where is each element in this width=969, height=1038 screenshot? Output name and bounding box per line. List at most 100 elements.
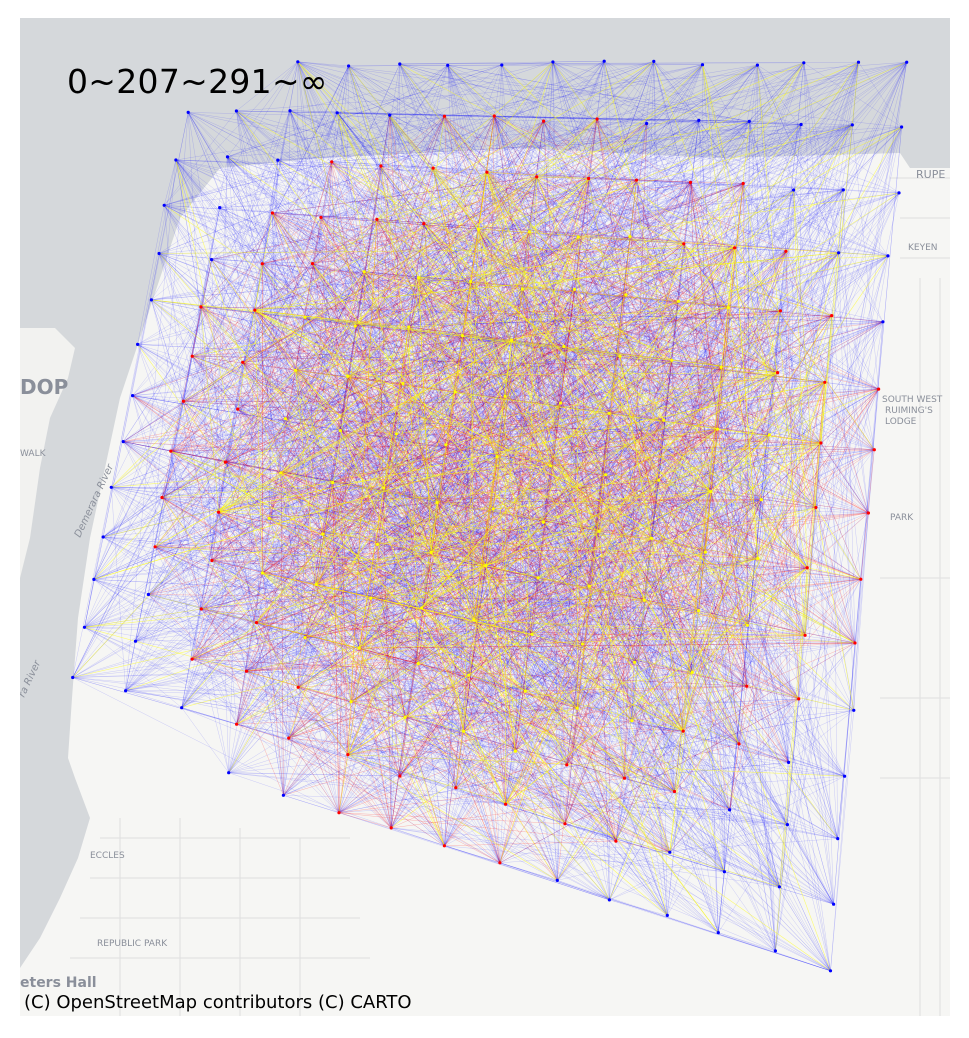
od-node [756,556,760,561]
flow-line [478,228,748,626]
flow-line [155,533,323,548]
flow-line [219,207,365,272]
flow-line [552,61,691,183]
flow-line [536,64,758,178]
flow-line [254,309,404,384]
flow-line [604,61,744,184]
od-node [670,358,674,362]
flow-line [646,123,652,539]
flow-line [322,487,384,535]
flow-line [486,172,789,763]
flow-line [605,474,861,580]
flow-line [211,259,432,553]
flow-line [485,434,770,566]
flow-line [389,115,799,700]
flow-line [304,637,469,676]
flow-line [653,61,675,792]
flow-line [408,326,740,745]
flow-line [161,112,338,498]
flow-line [320,217,671,853]
flow-line [350,289,523,702]
flow-line [316,474,606,585]
flow-line [468,289,575,676]
flow-line [738,382,826,744]
flow-line [175,159,730,811]
flow-line [125,126,902,691]
flow-line [219,207,457,788]
flow-line [390,180,637,828]
od-node [235,722,239,726]
flow-line [218,382,825,513]
flow-line [574,289,621,357]
flow-line [111,487,506,805]
flow-line [543,120,712,492]
flow-line [470,281,684,732]
flow-line [359,480,659,649]
flow-line [254,212,273,311]
flow-line [137,60,605,345]
flow-line [609,126,902,900]
od-node [241,360,245,364]
flow-line [574,289,808,568]
flow-line [634,120,700,663]
flow-line [211,560,838,839]
flow-line [103,536,725,872]
flow-line [671,120,700,361]
flow-line [72,670,247,678]
flow-line [550,465,799,700]
flow-line [289,110,419,664]
od-node [296,60,300,64]
flow-line [421,607,776,952]
flow-line [444,116,456,393]
flow-line [853,579,862,711]
flow-line [170,450,699,611]
flow-line [563,307,729,347]
flow-line [192,355,722,368]
map-canvas[interactable]: RUPE DOP WALK Demerara River ra River SO… [20,18,950,1016]
flow-line [161,497,670,853]
flow-line [692,642,856,673]
flow-line [155,546,590,587]
flow-line [181,64,703,708]
flow-line [348,65,456,393]
flow-line [552,61,838,839]
flow-line [389,115,471,282]
flow-line [710,189,794,492]
flow-line [161,259,212,498]
flow-line [123,441,516,752]
flow-line [201,252,839,610]
flow-line [228,115,495,773]
flow-line [246,670,670,853]
flow-line [183,116,445,402]
flow-line [161,497,392,829]
flow-line [218,444,446,513]
flow-line [501,64,652,539]
flow-line [831,315,838,839]
flow-line [423,223,759,559]
flow-line [560,64,758,404]
flow-line [418,277,675,792]
od-node [555,878,559,883]
flow-line [336,112,464,732]
flow-line [486,172,822,444]
flow-line [444,115,729,308]
flow-line [254,65,349,311]
flow-line [399,538,652,777]
flow-line [538,538,652,579]
flow-line [285,310,781,419]
flow-line [237,408,834,905]
place-label-eccles: ECCLES [90,851,125,861]
flow-line [347,375,551,466]
flow-line [175,64,758,161]
flow-line [93,300,679,580]
flow-line [574,289,808,568]
flow-line [463,690,526,732]
od-node [530,632,534,637]
flow-line [604,60,844,191]
flow-line [93,579,247,672]
flow-line [158,253,238,410]
flow-line [444,116,808,568]
flow-line [336,112,498,457]
flow-line [377,480,659,545]
flow-line [603,61,652,539]
